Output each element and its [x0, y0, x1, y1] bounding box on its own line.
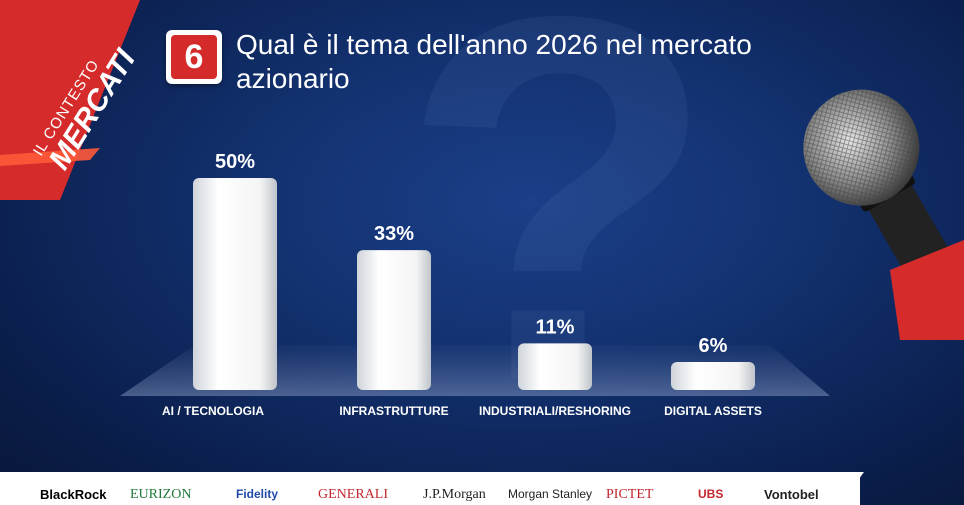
- sponsor-bar-tail: [840, 472, 864, 505]
- category-label-1: INFRASTRUTTURE: [339, 404, 448, 418]
- category-label-2: INDUSTRIALI/RESHORING: [479, 404, 631, 418]
- sponsor-logo-morgan-stanley: Morgan Stanley: [508, 487, 593, 501]
- sponsor-logo-ubs: UBS: [698, 487, 724, 501]
- bar-value-label-0: 50%: [215, 151, 255, 173]
- sponsor-logo-jpmorgan: J.P.Morgan: [423, 487, 486, 502]
- sponsor-logo-blackrock: BlackRock: [40, 487, 107, 502]
- bar-0: [193, 178, 277, 390]
- bar-value-label-2: 11%: [536, 316, 575, 338]
- question-number-badge: 6: [166, 30, 222, 84]
- question-title-line2: azionario: [236, 63, 350, 94]
- sponsor-logo-pictet: PICTET: [606, 487, 654, 502]
- question-number: 6: [171, 35, 217, 79]
- bar-value-label-3: 6%: [699, 335, 728, 357]
- bar-3: [671, 362, 755, 390]
- category-label-3: DIGITAL ASSETS: [664, 404, 762, 418]
- category-label-0: AI / TECNOLOGIA: [162, 404, 264, 418]
- sponsor-logo-vontobel: Vontobel: [764, 487, 819, 502]
- chart-floor: [120, 345, 830, 396]
- microphone-icon: [803, 89, 964, 340]
- sponsor-logo-eurizon: EURIZON: [130, 487, 192, 502]
- bar-1: [357, 250, 431, 390]
- sponsor-bar: [0, 472, 860, 505]
- bar-2: [518, 343, 592, 390]
- question-title-line1: Qual è il tema dell'anno 2026 nel mercat…: [236, 29, 752, 60]
- sponsor-logo-generali: GENERALI: [318, 487, 388, 502]
- bar-value-label-1: 33%: [374, 223, 414, 245]
- question-title: Qual è il tema dell'anno 2026 nel mercat…: [236, 28, 856, 96]
- sponsor-logo-fidelity: Fidelity: [236, 487, 279, 501]
